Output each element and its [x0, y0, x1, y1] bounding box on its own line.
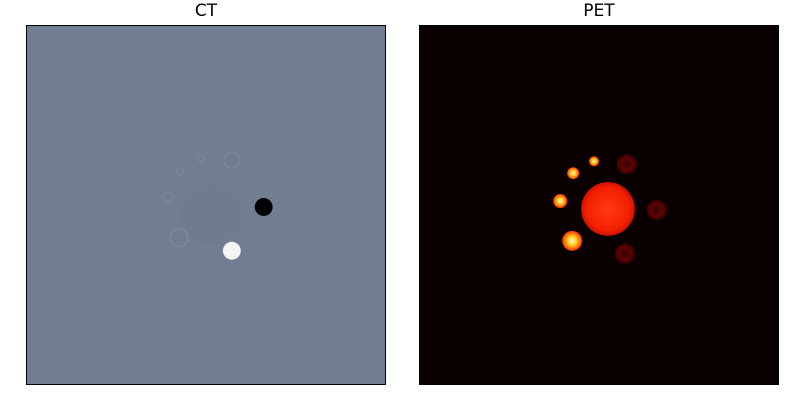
- ct-central-region: [181, 185, 241, 245]
- pet-hot-insert: [562, 230, 583, 251]
- pet-hot-insert: [567, 167, 580, 180]
- ct-ring-insert: [176, 167, 185, 176]
- ct-image: [26, 25, 386, 385]
- ct-phantom: [27, 26, 385, 384]
- pet-hot-insert: [553, 194, 568, 208]
- ct-bone-insert: [222, 241, 241, 260]
- pet-cold-insert: [614, 243, 635, 264]
- pet-phantom: [420, 26, 778, 384]
- pet-cold-insert: [616, 154, 637, 175]
- ct-ring-insert: [162, 191, 174, 203]
- ct-air-insert: [254, 198, 273, 216]
- ct-ring-insert: [196, 154, 206, 163]
- pet-hot-insert: [589, 156, 599, 167]
- pet-panel-title: PET: [583, 1, 615, 21]
- ct-ring-insert: [223, 151, 241, 169]
- pet-central-sphere: [581, 182, 635, 236]
- ct-panel-title: CT: [194, 1, 218, 21]
- pet-cold-insert: [646, 200, 667, 220]
- ct-ring-insert: [169, 228, 189, 248]
- pet-image: [419, 25, 779, 385]
